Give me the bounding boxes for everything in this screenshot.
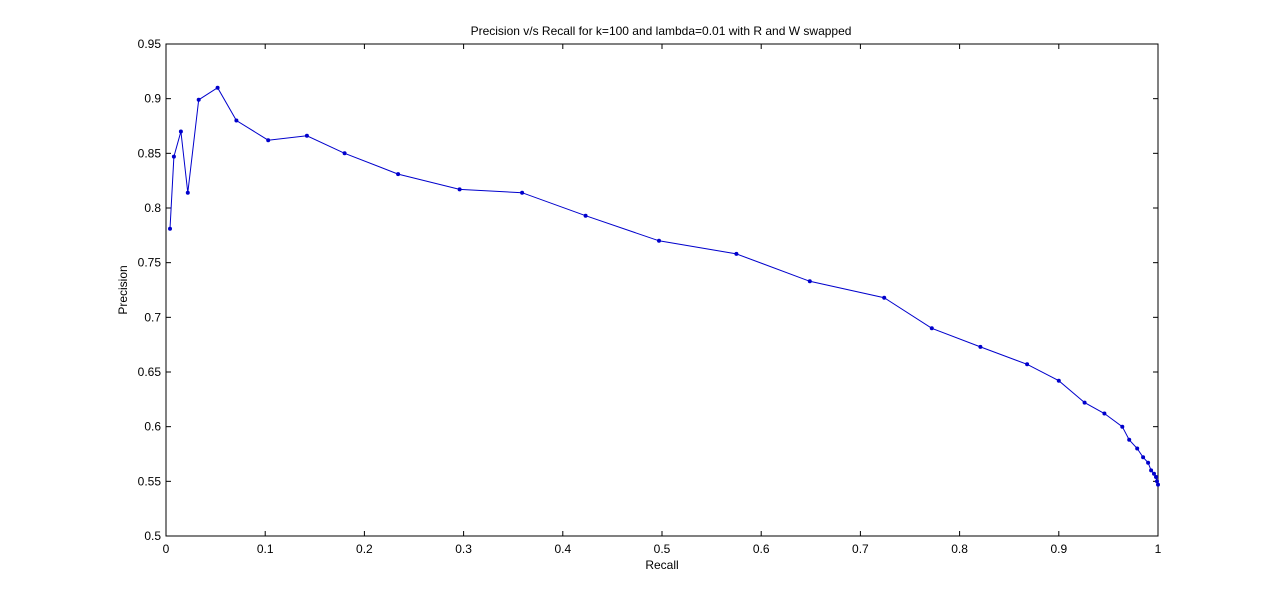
data-point xyxy=(1154,475,1158,479)
data-point xyxy=(1127,437,1132,442)
x-tick-label: 0.2 xyxy=(356,542,373,556)
data-point xyxy=(457,187,462,192)
y-axis-label: Precision xyxy=(116,265,130,314)
data-point xyxy=(171,154,176,159)
x-tick-label: 0 xyxy=(163,542,170,556)
data-point xyxy=(234,118,239,123)
x-tick-label: 0.3 xyxy=(455,542,472,556)
y-tick-label: 0.9 xyxy=(144,92,161,106)
data-point xyxy=(1146,460,1151,465)
data-point xyxy=(1120,424,1125,429)
data-point xyxy=(215,85,220,90)
data-point xyxy=(1135,446,1140,451)
series-line xyxy=(169,86,1159,485)
data-point xyxy=(1141,455,1146,460)
data-point xyxy=(178,129,183,134)
x-tick-label: 0.8 xyxy=(951,542,968,556)
x-axis-ticks: 0 0.1 0.2 0.3 0.4 0.5 0.6 0.7 0.8 0.9 1 xyxy=(163,44,1162,556)
plot-area xyxy=(165,43,1159,537)
data-point xyxy=(1152,471,1156,476)
y-tick-label: 0.7 xyxy=(144,310,161,324)
y-tick-label: 0.75 xyxy=(138,256,162,270)
data-point xyxy=(734,251,739,256)
data-point xyxy=(929,326,934,331)
data-point xyxy=(1156,482,1160,487)
data-point xyxy=(196,97,201,102)
data-point xyxy=(807,279,812,284)
y-tick-label: 0.5 xyxy=(144,529,161,543)
data-point xyxy=(168,226,172,231)
data-point xyxy=(1056,378,1061,383)
data-point xyxy=(342,151,347,156)
x-axis-label: Recall xyxy=(645,558,678,572)
x-tick-label: 0.4 xyxy=(554,542,571,556)
data-point xyxy=(1155,479,1159,484)
y-axis-ticks: 0.5 0.55 0.6 0.65 0.7 0.75 0.8 0.85 0.9 0.95 xyxy=(138,37,1158,543)
y-tick-label: 0.85 xyxy=(138,146,162,160)
x-tick-label: 0.6 xyxy=(753,542,770,556)
data-point xyxy=(185,190,190,195)
data-point xyxy=(1102,411,1107,416)
data-point xyxy=(882,295,887,300)
x-tick-label: 1 xyxy=(1155,542,1162,556)
data-point xyxy=(266,138,271,143)
data-point xyxy=(1025,362,1030,367)
x-tick-label: 0.7 xyxy=(852,542,869,556)
data-point xyxy=(657,238,661,243)
y-tick-label: 0.95 xyxy=(138,37,162,51)
x-tick-label: 0.1 xyxy=(257,542,274,556)
data-point xyxy=(304,133,309,138)
y-tick-label: 0.55 xyxy=(138,474,162,488)
data-point xyxy=(1149,468,1154,473)
x-tick-label: 0.9 xyxy=(1050,542,1067,556)
series-layer xyxy=(168,85,1160,487)
y-tick-label: 0.65 xyxy=(138,365,162,379)
data-point xyxy=(978,344,983,349)
y-tick-label: 0.8 xyxy=(144,201,161,215)
data-point xyxy=(1082,400,1087,405)
y-tick-label: 0.6 xyxy=(144,420,161,434)
data-point xyxy=(583,213,588,218)
data-point xyxy=(396,172,401,177)
chart-title: Precision v/s Recall for k=100 and lambd… xyxy=(471,24,852,38)
x-tick-label: 0.5 xyxy=(654,542,671,556)
data-point xyxy=(520,190,525,195)
